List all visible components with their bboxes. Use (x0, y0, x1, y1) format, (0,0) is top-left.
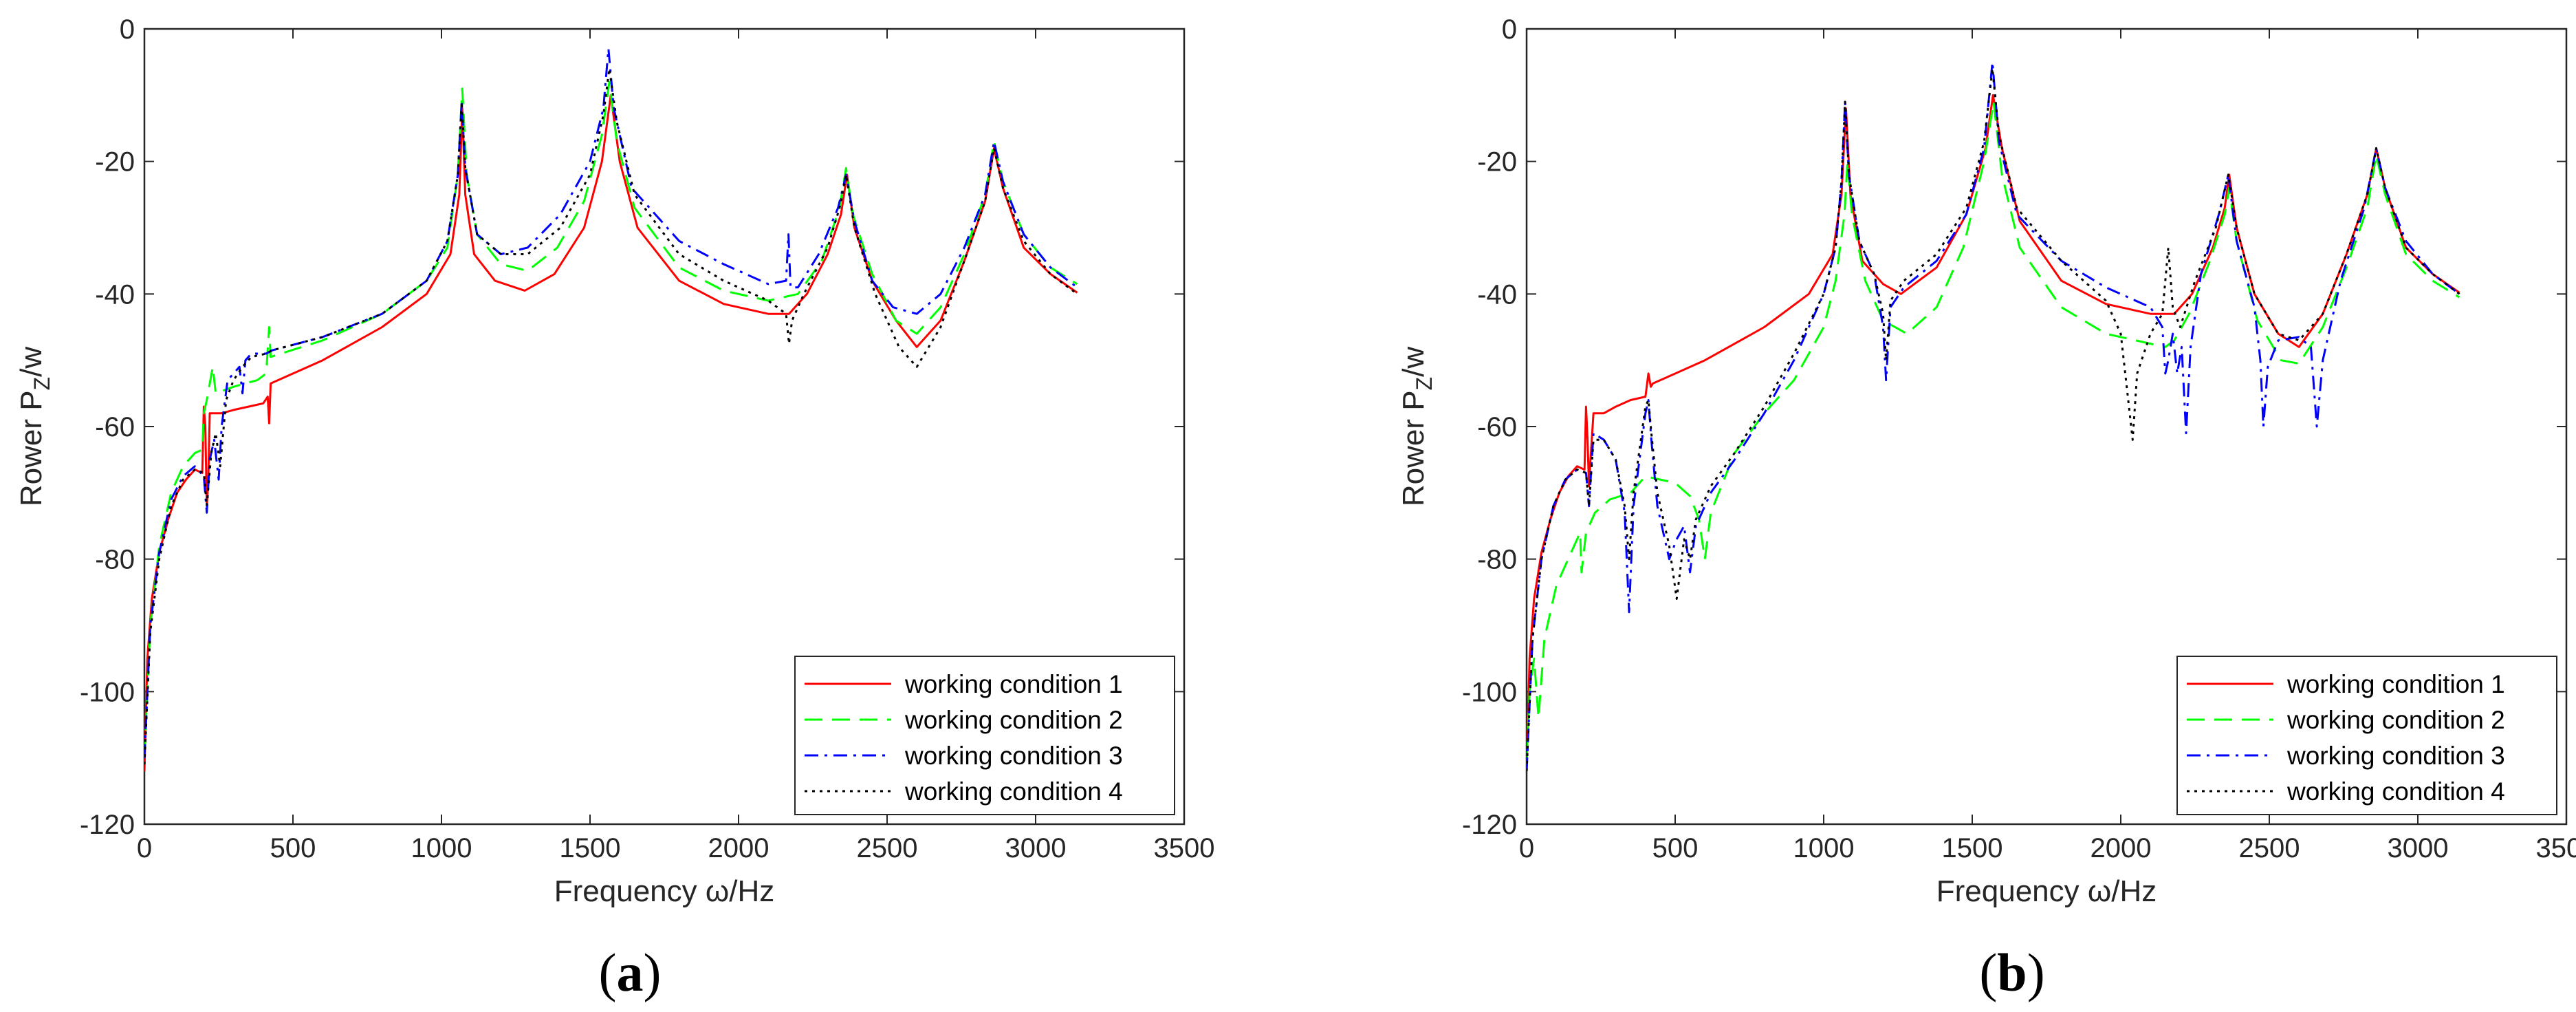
y-tick-label: 0 (120, 14, 135, 45)
series-line-2 (1527, 100, 2460, 758)
y-tick-label: -120 (1462, 810, 1517, 840)
legend-label-4: working condition 4 (2286, 777, 2505, 806)
y-tick-label: 0 (1502, 14, 1517, 45)
y-axis-title-tail: /w (14, 347, 48, 377)
y-tick-label: -60 (95, 412, 135, 442)
x-tick-label: 3000 (1005, 833, 1067, 863)
x-tick-label: 1000 (1793, 833, 1855, 863)
y-tick-label: -40 (95, 279, 135, 310)
y-tick-label: -100 (1462, 677, 1517, 707)
legend-label-1: working condition 1 (2286, 670, 2505, 698)
x-tick-label: 2000 (708, 833, 769, 863)
x-tick-label: 0 (1519, 833, 1534, 863)
x-tick-label: 1500 (1942, 833, 2003, 863)
y-tick-label: -100 (80, 677, 135, 707)
x-tick-label: 2000 (2091, 833, 2152, 863)
legend: working condition 1 working condition 2 wo… (794, 656, 1175, 815)
legend-box (794, 656, 1175, 815)
series-line-1 (1527, 94, 2460, 771)
x-tick-label: 500 (270, 833, 316, 863)
legend-box (2176, 656, 2557, 815)
x-tick-label: 3000 (2388, 833, 2449, 863)
y-axis-title-sub: Z (30, 377, 54, 391)
y-tick-label: -20 (1477, 147, 1517, 177)
x-tick-label: 500 (1652, 833, 1699, 863)
panel-label-letter: b (1997, 943, 2027, 1002)
legend-label-2: working condition 2 (904, 706, 1123, 734)
legend: working condition 1 working condition 2 wo… (2176, 656, 2557, 815)
x-tick-label: 1000 (411, 833, 472, 863)
y-tick-label: -80 (95, 545, 135, 575)
legend-label-3: working condition 3 (2286, 742, 2505, 770)
y-axis-title-main: Rower P (14, 390, 48, 506)
x-tick-label: 2500 (857, 833, 918, 863)
legend-label-2: working condition 2 (2286, 706, 2505, 734)
chart-panel-a: 0 500 1000 1500 2000 2500 3000 3500 0 -20 -40 -60 -8… (14, 14, 1214, 1002)
x-axis-title: Frequency ω/Hz (1936, 874, 2157, 908)
y-tick-label: -120 (80, 810, 135, 840)
x-tick-label: 3500 (1154, 833, 1215, 863)
x-tick-label: 2500 (2239, 833, 2300, 863)
legend-label-1: working condition 1 (904, 670, 1123, 698)
panel-label: (b) (1979, 943, 2044, 1002)
x-axis-title: Frequency ω/Hz (554, 874, 774, 908)
y-axis-title-sub: Z (1412, 377, 1437, 391)
series-line-3 (1527, 61, 2460, 771)
y-tick-label: -80 (1477, 545, 1517, 575)
x-tick-label: 1500 (560, 833, 621, 863)
y-tick-label: -40 (1477, 279, 1517, 310)
y-tick-label: -20 (95, 147, 135, 177)
legend-label-3: working condition 3 (904, 742, 1123, 770)
y-tick-label: -60 (1477, 412, 1517, 442)
y-axis-title: Rower PZ/w (14, 347, 54, 506)
y-axis-title-tail: /w (1397, 347, 1430, 377)
panel-label-letter: a (617, 943, 644, 1002)
y-axis-title-main: Rower P (1397, 390, 1430, 506)
panel-label: (a) (599, 943, 662, 1002)
y-axis-title: Rower PZ/w (1397, 347, 1437, 506)
chart-panel-b: 0 500 1000 1500 2000 2500 3000 3500 0 -20 -40 -60 -8… (1397, 14, 2576, 1002)
x-tick-label: 0 (137, 833, 152, 863)
legend-label-4: working condition 4 (904, 777, 1123, 806)
x-tick-label: 3500 (2536, 833, 2576, 863)
series-line-3 (144, 47, 1078, 758)
